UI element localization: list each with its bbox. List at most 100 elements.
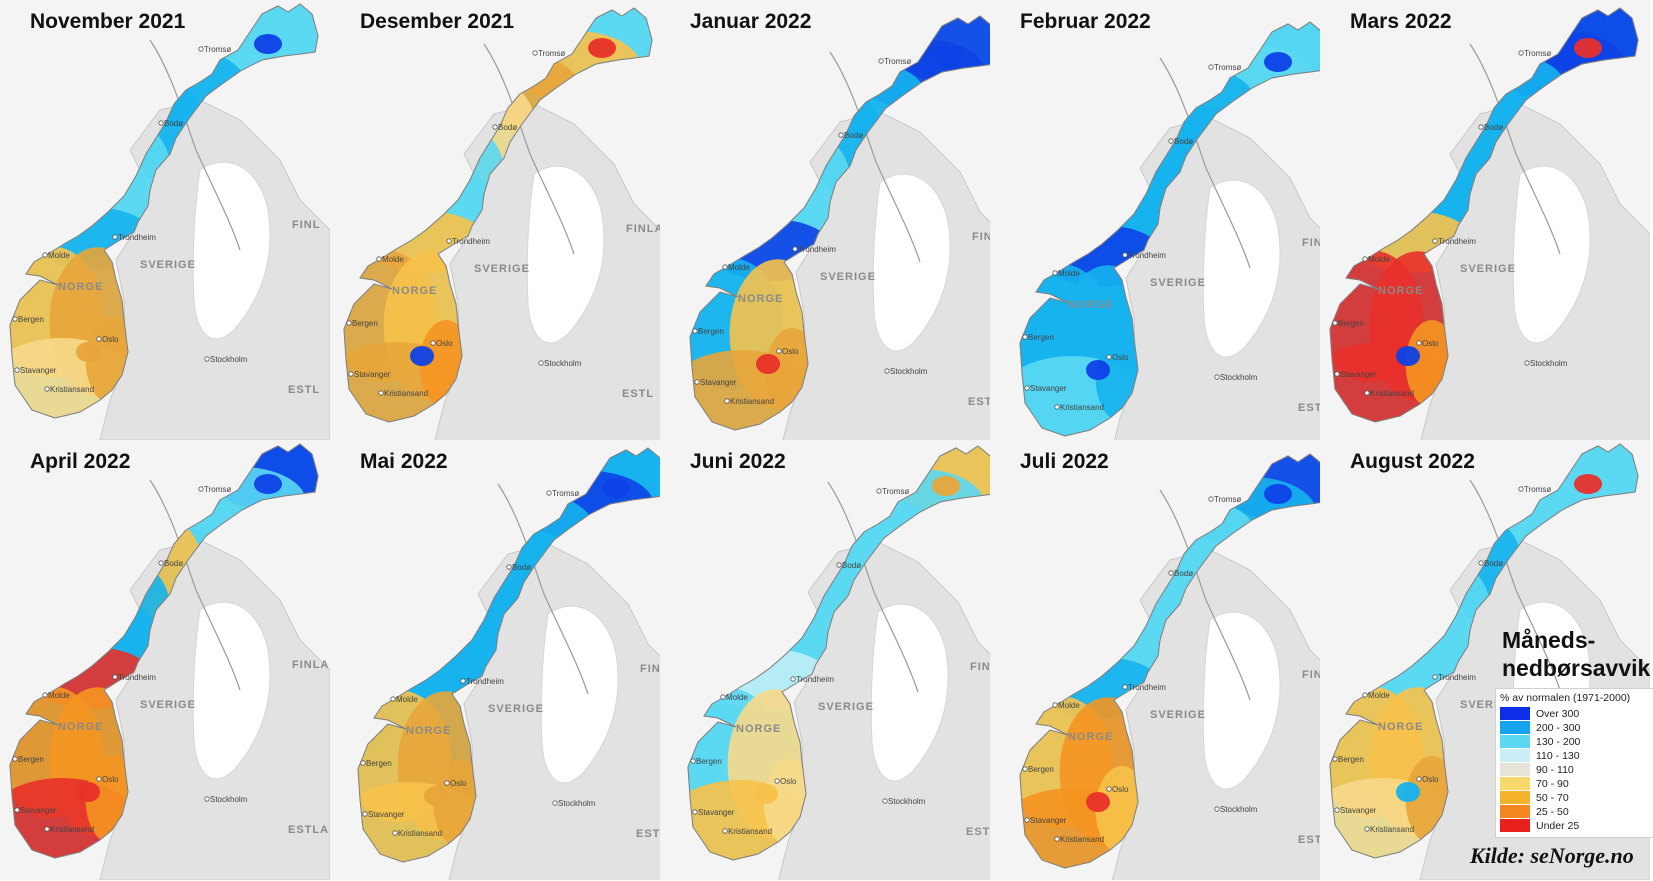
city-marker [1024,817,1030,823]
border-line [497,483,589,695]
place-label: NORGE [58,721,103,733]
legend-label: 70 - 90 [1536,777,1569,790]
city-marker [1054,836,1060,842]
place-label: Stockholm [1220,805,1258,814]
border-line [149,479,241,691]
place-label: Oslo [102,775,119,784]
city-marker [112,234,118,240]
norway-outline [1019,21,1320,437]
city-marker [724,398,730,404]
place-label: FINLA [1302,669,1320,681]
place-label: Molde [1368,691,1390,700]
place-label: ESTL [622,388,654,400]
precip-anomaly [602,478,630,498]
city-marker [1518,486,1524,492]
place-label: FINL [292,219,320,231]
legend-label: 110 - 130 [1536,749,1580,762]
place-label: Bergen [18,755,44,764]
map-panel: Tromsø Bodø Trondheim Molde NORGE Bergen Oslo S… [330,0,660,440]
city-marker [12,756,18,762]
map-panel: Tromsø Bodø Trondheim Molde NORGE Bergen Oslo S… [990,0,1320,440]
precip-anomaly [756,354,780,374]
place-label: FINLAN [640,663,660,675]
city-marker [552,800,558,806]
city-marker [1168,570,1174,576]
place-label: Bergen [1338,755,1364,764]
norway-outline [687,445,990,861]
place-label: NORGE [736,723,781,735]
precip-anomaly [588,38,616,58]
city-marker [790,676,796,682]
month-title: Februar 2022 [1020,10,1151,33]
place-label: Molde [48,691,70,700]
lake [1202,611,1281,790]
map-panel: Tromsø Bodø Trondheim Molde NORGE Bergen Oslo S… [660,0,990,440]
place-label: Tromsø [1524,485,1551,494]
city-marker [430,340,436,346]
map-panel: Tromsø Bodø Trondheim Molde NORGE Bergen Oslo S… [1320,0,1650,440]
place-label: Tromsø [204,45,231,54]
place-label: NORGE [1378,285,1423,297]
place-label: Oslo [780,777,797,786]
city-marker [884,368,890,374]
norway-outline [343,7,653,423]
precipitation-map: Tromsø Bodø Trondheim Molde NORGE Bergen Oslo S… [9,443,330,880]
place-label: Stockholm [1220,373,1258,382]
place-label: Trondheim [798,245,836,254]
place-label: SVERIGE [1460,263,1516,275]
city-marker [1362,256,1368,262]
legend-label: 25 - 50 [1536,805,1569,818]
place-label: Molde [728,263,750,272]
source-credit: Kilde: seNorge.no [1470,843,1634,868]
city-marker [44,386,50,392]
precip-anomaly [1086,360,1110,380]
norway-outline [1329,7,1639,423]
border-line [827,481,919,693]
place-label: Stavanger [354,370,391,379]
precipitation-map: Tromsø Bodø Trondheim Molde NORGE Bergen Oslo S… [687,445,990,880]
city-marker [694,379,700,385]
place-label: Oslo [436,339,453,348]
city-marker [1416,340,1422,346]
place-label: SVERIGE [820,271,876,283]
city-marker [204,796,210,802]
place-label: SVERIGE [140,259,196,271]
precip-anomaly [1396,346,1420,366]
legend-item: Over 300 [1500,707,1579,720]
lake [1202,179,1281,358]
place-label: Molde [382,255,404,264]
precip-anomaly [254,474,282,494]
map-panel: Tromsø Bodø Trondheim Molde NORGE Bergen Oslo S… [990,440,1320,880]
precipitation-map: Tromsø Bodø Trondheim Molde NORGE Bergen Oslo S… [689,15,990,440]
city-marker [1022,334,1028,340]
place-label: ESTL [288,384,320,396]
city-marker [1364,826,1370,832]
city-marker [390,696,396,702]
precip-anomaly [1264,52,1292,72]
map-panel: Tromsø Bodø Trondheim Molde NORGE Bergen Oslo S… [0,440,330,880]
place-label: Stavanger [1340,370,1377,379]
city-marker [1362,692,1368,698]
city-marker [1122,252,1128,258]
place-label: NORGE [58,281,103,293]
month-title: Juni 2022 [690,450,786,473]
place-label: Kristiansand [730,397,774,406]
lake [870,603,949,782]
place-label: Kristiansand [1060,403,1104,412]
place-label: SVERIGE [1150,709,1206,721]
city-marker [378,390,384,396]
place-label: Oslo [782,347,799,356]
city-marker [346,320,352,326]
place-label: SVERIGE [1150,277,1206,289]
place-label: Bergen [696,757,722,766]
place-label: Trondheim [452,237,490,246]
norway-outline [1329,443,1639,859]
city-marker [392,830,398,836]
city-marker [376,256,382,262]
precip-anomaly [76,782,100,802]
city-marker [692,328,698,334]
city-marker [774,778,780,784]
place-label: Stockholm [1530,359,1568,368]
precip-anomaly [76,342,100,362]
city-marker [1214,806,1220,812]
